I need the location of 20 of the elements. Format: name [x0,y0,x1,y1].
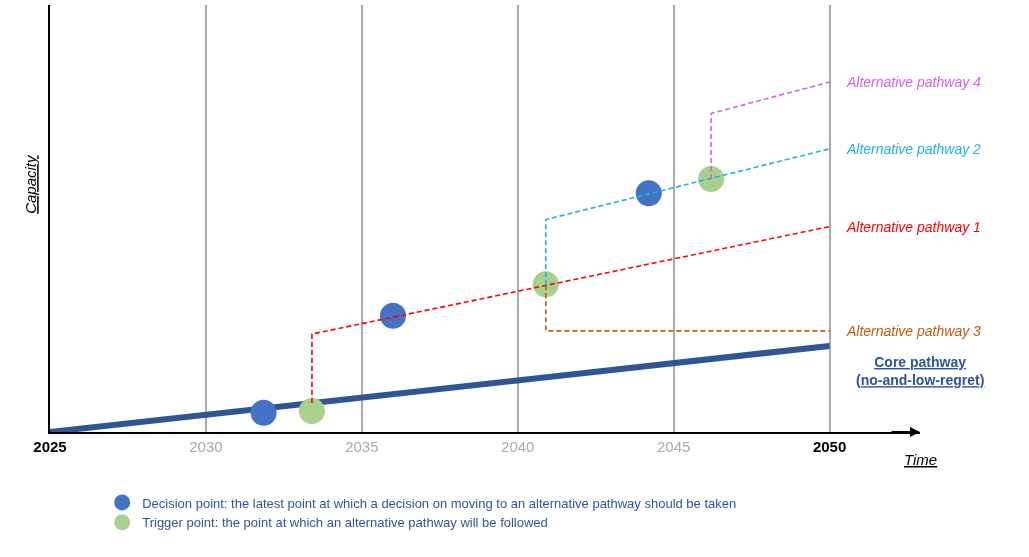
series-label: Alternative pathway 3 [846,323,982,339]
x-axis-title: Time [904,451,938,468]
series-label: Core pathway (no-and-low-regret) [856,354,985,389]
x-tick-label: 2030 [189,438,223,455]
x-tick-label: 2035 [345,438,379,455]
x-tick-label: 2050 [812,438,847,455]
legend-label: Trigger point: the point at which an alternative pathway will be followed [142,515,548,531]
point [250,399,277,426]
y-axis-title: Capacity [22,153,40,214]
point [298,398,325,424]
series-label: Alternative pathway 4 [846,74,982,90]
point [635,180,662,207]
point [380,302,407,329]
x-tick-label: 2045 [656,438,691,455]
legend-label: Decision point: the latest point at which a decision on moving to an alternative pathway should be taken [142,495,737,511]
series-label: Alternative pathway 1 [846,219,981,235]
series-label: Alternative pathway 2 [846,141,982,157]
point [698,165,725,192]
x-tick-label: 2025 [33,438,67,455]
x-tick-label: 2040 [501,438,535,455]
